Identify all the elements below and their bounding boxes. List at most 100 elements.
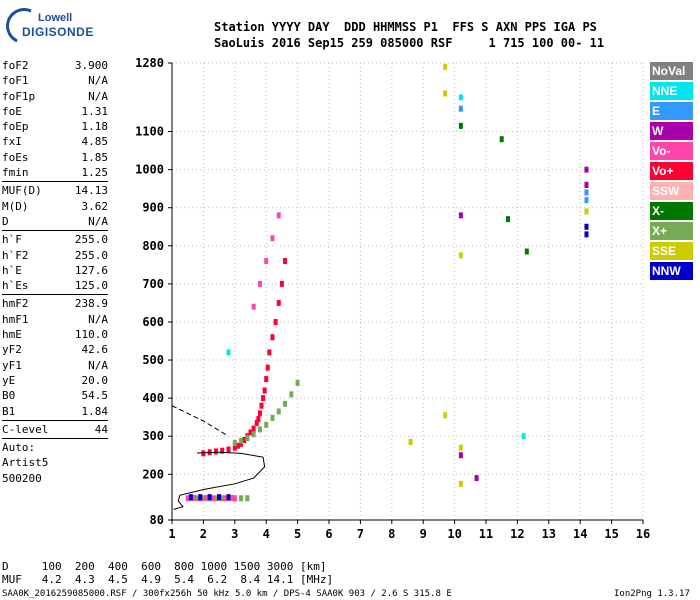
- data-point: [185, 495, 190, 502]
- data-point: [254, 419, 259, 426]
- x-tick-label: 6: [325, 527, 332, 541]
- param-value: 255.0: [74, 248, 108, 262]
- x-tick-label: 14: [573, 527, 587, 541]
- data-point: [188, 494, 193, 501]
- data-point: [584, 197, 589, 204]
- station-header-labels: Station YYYY DAY DDD HHMMSS P1 FFS S AXN…: [214, 20, 597, 34]
- data-point: [226, 446, 231, 453]
- param-label: h`F2: [2, 248, 29, 262]
- param-row: foEp 1.18: [2, 119, 108, 134]
- legend-item: X+: [650, 222, 693, 240]
- data-point: [217, 494, 222, 501]
- param-row: foF2 3.900: [2, 58, 108, 73]
- data-point: [232, 495, 237, 502]
- y-tick-label: 80: [150, 513, 164, 527]
- data-point: [443, 90, 448, 97]
- x-tick-label: 8: [388, 527, 395, 541]
- param-row: hmF1 N/A: [2, 312, 108, 327]
- data-point: [245, 435, 250, 442]
- data-point: [584, 208, 589, 215]
- data-point: [256, 416, 261, 423]
- data-point: [251, 431, 256, 438]
- param-value: 1.25: [81, 166, 109, 180]
- param-row: yE 20.0: [2, 373, 108, 388]
- param-value: N/A: [88, 358, 108, 372]
- y-tick-label: 800: [142, 239, 164, 253]
- param-label: h`F: [2, 233, 22, 247]
- x-tick-label: 12: [510, 527, 524, 541]
- data-point: [248, 429, 253, 436]
- param-separator: [2, 230, 108, 232]
- param-label: yE: [2, 373, 16, 387]
- y-tick-label: 500: [142, 353, 164, 367]
- legend-item: SSE: [650, 242, 693, 260]
- param-label: foE: [2, 104, 22, 118]
- param-value: N/A: [88, 74, 108, 88]
- data-point: [276, 408, 281, 415]
- data-point: [226, 494, 231, 501]
- param-row: yF1 N/A: [2, 358, 108, 373]
- x-tick-label: 7: [357, 527, 364, 541]
- data-point: [499, 136, 504, 143]
- data-point: [251, 425, 256, 432]
- param-value: 1.85: [81, 150, 109, 164]
- param-row: B1 1.84: [2, 404, 108, 419]
- param-value: 255.0: [74, 233, 108, 247]
- data-point: [226, 349, 231, 356]
- param-label: MUF(D): [2, 184, 42, 198]
- data-point: [239, 440, 244, 447]
- data-point: [213, 495, 218, 502]
- x-tick-label: 4: [263, 527, 270, 541]
- param-row: h`F2 255.0: [2, 248, 108, 263]
- data-point: [265, 364, 270, 371]
- data-point: [458, 122, 463, 129]
- data-point: [262, 387, 267, 394]
- param-row: D N/A: [2, 214, 108, 229]
- legend-item: X-: [650, 202, 693, 220]
- param-row: fmin 1.25: [2, 165, 108, 180]
- data-point: [251, 303, 256, 310]
- data-point: [191, 494, 196, 501]
- data-point: [458, 452, 463, 459]
- data-point: [229, 494, 234, 501]
- param-row: h`F 255.0: [2, 232, 108, 247]
- param-value: 1.18: [81, 120, 109, 134]
- footer-version: Ion2Png 1.3.17: [614, 589, 690, 599]
- param-value: N/A: [88, 89, 108, 103]
- data-point: [267, 349, 272, 356]
- param-value: 54.5: [81, 389, 109, 403]
- param-value: 127.6: [74, 263, 108, 277]
- y-tick-label: 900: [142, 201, 164, 215]
- param-label: hmF1: [2, 312, 29, 326]
- param-label: hmE: [2, 328, 22, 342]
- param-label: yF2: [2, 343, 22, 357]
- param-row: foF1p N/A: [2, 89, 108, 104]
- footer-distance-row: D 100 200 400 600 800 1000 1500 3000 [km…: [2, 560, 327, 573]
- param-value: 3.62: [81, 199, 109, 213]
- data-point: [279, 280, 284, 287]
- param-value: 20.0: [81, 373, 109, 387]
- param-label: foF1: [2, 74, 29, 88]
- param-label: h`Es: [2, 279, 29, 293]
- data-point: [264, 376, 269, 383]
- legend-item: E: [650, 102, 693, 120]
- data-point: [213, 448, 218, 455]
- param-label: h`E: [2, 263, 22, 277]
- data-point: [201, 495, 206, 502]
- y-tick-label: 600: [142, 315, 164, 329]
- param-label: D: [2, 214, 9, 228]
- logo-line1: Lowell: [38, 12, 73, 24]
- data-point: [204, 494, 209, 501]
- data-point: [207, 494, 212, 501]
- chart-axes: 1 2 3 4 5 6 7 8 9 10 11 12 13 14 15 1680200300400500600…: [135, 56, 650, 541]
- param-value: 42.6: [81, 343, 109, 357]
- param-label: M(D): [2, 199, 29, 213]
- param-label: B1: [2, 404, 16, 418]
- param-label: foF1p: [2, 89, 36, 103]
- data-point: [505, 216, 510, 223]
- param-row: M(D) 3.62: [2, 199, 108, 214]
- data-point: [220, 447, 225, 454]
- param-label: C-level: [2, 422, 49, 436]
- legend-item: NNW: [650, 262, 693, 280]
- data-point: [458, 105, 463, 112]
